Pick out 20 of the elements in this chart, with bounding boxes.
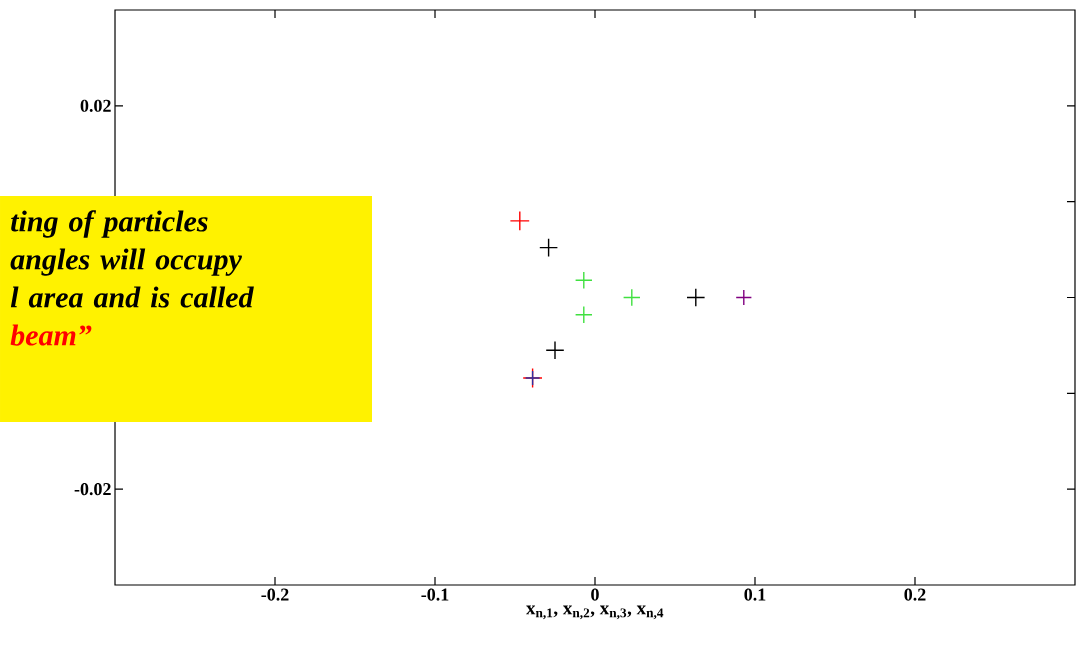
annotation: angles will occupy [10,248,242,276]
x-tick-label: 0.1 [744,588,766,601]
annotation: l area and is called [10,286,254,308]
x-axis-title: x$_{n,1}$, x$_{n,2}$, x$_{n,3}$, x$_{n,4}$ [526,605,664,620]
point [509,210,530,231]
y-tick-label: -0.02 [74,483,111,496]
y-tick-label: 0.02 [80,99,111,112]
point [545,340,565,360]
x-tick-label: -0.1 [421,588,449,601]
point [686,287,706,307]
text: beam” [10,324,92,346]
point [539,238,559,258]
annotation: ting of particles [11,210,208,238]
x-tick-label: -0.2 [261,588,289,601]
point [622,288,641,307]
point [574,305,593,324]
point [735,289,753,306]
point [574,271,593,290]
x-tick-label: 0 [591,588,599,601]
x-tick-label: 0.2 [904,588,926,601]
